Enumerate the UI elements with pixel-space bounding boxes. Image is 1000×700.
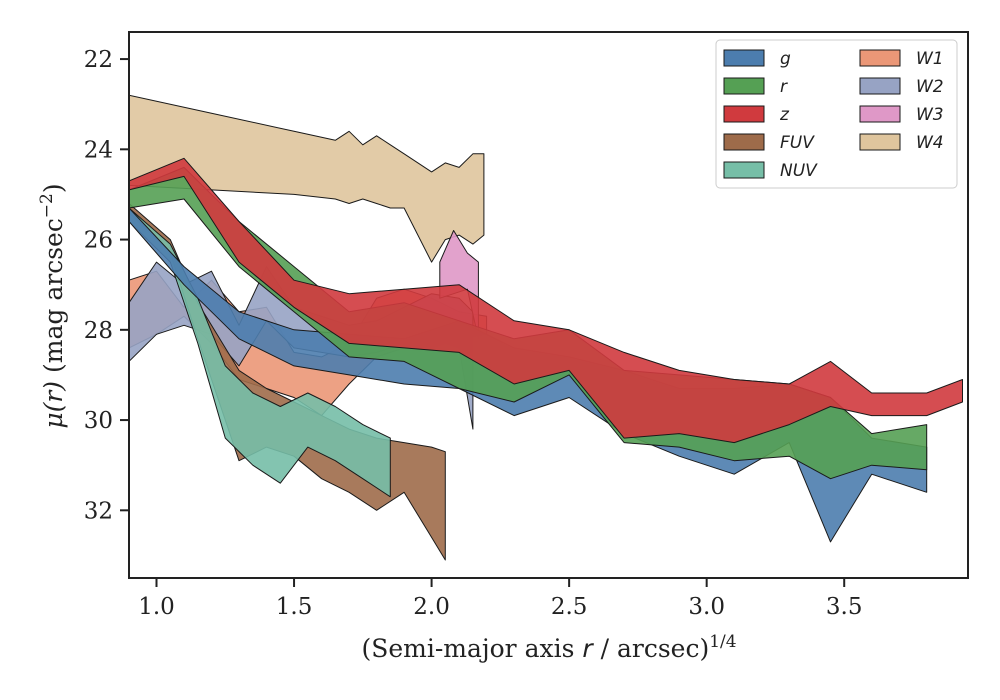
y-tick-label: 28 (84, 318, 113, 344)
legend-swatch-fuv (723, 133, 765, 151)
plot-frame (128, 31, 969, 579)
legend-swatch-w4 (859, 133, 901, 151)
y-tick-label: 26 (84, 228, 113, 254)
legend-label-w1: W1 (916, 49, 944, 69)
x-tick-label: 1.5 (276, 594, 313, 620)
legend-label-r: r (780, 77, 788, 97)
legend-swatch-r (723, 77, 765, 95)
legend-label-w3: W3 (916, 105, 944, 125)
legend-swatch-z (723, 105, 765, 123)
legend-label-nuv: NUV (780, 161, 818, 181)
band-w4 (129, 94, 485, 263)
legend-label-w4: W4 (916, 133, 944, 153)
legend-label-g: g (780, 49, 791, 69)
bands (129, 94, 963, 561)
legend-swatch-g (723, 49, 765, 67)
legend-swatch-nuv (723, 161, 765, 179)
legend-label-w2: W2 (916, 77, 944, 97)
y-tick-label: 30 (84, 408, 113, 434)
legend-swatch-w2 (859, 77, 901, 95)
y-tick-label: 22 (84, 47, 113, 73)
legend: grz FUV NUV W1 W2 W3 W4 (715, 39, 958, 189)
y-tick-label: 24 (84, 137, 113, 163)
legend-label-fuv: FUV (780, 133, 815, 153)
y-tick-label: 32 (84, 498, 113, 524)
x-tick-label: 3.0 (688, 594, 725, 620)
y-axis-label: μ(r) (mag arcsec−2) (37, 183, 68, 428)
axis-labels: (Semi-major axis r / arcsec)1/4 μ(r) (ma… (37, 183, 737, 663)
x-tick-label: 1.0 (138, 594, 175, 620)
axes: 1.0 1.5 2.0 2.5 3.0 3.5 22 24 26 28 30 32 (84, 31, 969, 620)
legend-box (715, 39, 958, 189)
x-tick-label: 2.0 (413, 594, 450, 620)
legend-swatch-w1 (859, 49, 901, 67)
x-tick-label: 2.5 (551, 594, 588, 620)
legend-label-z: z (779, 105, 790, 125)
band-nuv (129, 207, 391, 498)
x-axis-label: (Semi-major axis r / arcsec)1/4 (361, 632, 736, 663)
band-z (129, 157, 963, 444)
x-tick-label: 3.5 (826, 594, 863, 620)
legend-swatch-w3 (859, 105, 901, 123)
plot-area (129, 94, 963, 561)
